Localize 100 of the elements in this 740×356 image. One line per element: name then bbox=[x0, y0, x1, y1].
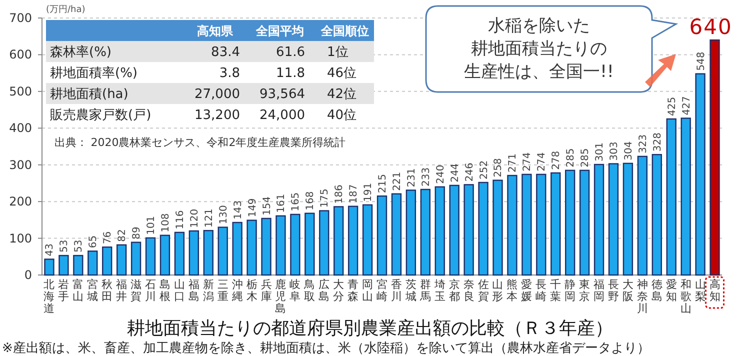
x-tick-label: 島根 bbox=[159, 278, 170, 303]
x-tick-label: 東京 bbox=[579, 278, 590, 303]
x-tick-label: 富山 bbox=[72, 278, 84, 303]
x-tick-label: 岩手 bbox=[58, 278, 70, 303]
text: 61.6 bbox=[276, 45, 305, 60]
text: 11.8 bbox=[276, 66, 305, 81]
data-label: 168 bbox=[305, 191, 316, 210]
data-label: 285 bbox=[580, 148, 592, 168]
x-tick-label: 宮城 bbox=[86, 278, 98, 303]
x-tick-label: 山形 bbox=[492, 278, 504, 303]
x-tick-label: 兵庫 bbox=[260, 278, 272, 303]
y-tick-label: 600 bbox=[9, 48, 32, 62]
y-tick-label: 200 bbox=[9, 194, 32, 209]
data-label: 278 bbox=[551, 150, 562, 170]
data-label: 116 bbox=[174, 210, 186, 230]
text: 24,000 bbox=[260, 108, 305, 123]
category-label: 森林率(%) bbox=[50, 45, 112, 60]
annotation: 水稲を除いた bbox=[488, 16, 590, 36]
x-tick-label: 奈良 bbox=[463, 278, 474, 303]
x-tick-label: 秋田 bbox=[102, 278, 113, 303]
data-label: 161 bbox=[276, 194, 288, 213]
text: 耕地面積当たりの都道府県別農業産出額の比較（Ｒ３年産） bbox=[127, 318, 613, 339]
x-tick-label: 石川 bbox=[145, 278, 156, 303]
data-label: 187 bbox=[348, 184, 360, 204]
x-tick-label: 岐阜 bbox=[290, 278, 301, 303]
x-tick-label: 山梨 bbox=[694, 278, 706, 303]
y-axis-title: (万円/ha) bbox=[46, 5, 86, 15]
x-tick-label: 長野 bbox=[608, 278, 619, 303]
x-tick-label: 三重 bbox=[217, 278, 228, 303]
x-tick-label: 栃木 bbox=[246, 278, 258, 303]
x-tick-label: 香川 bbox=[390, 278, 402, 303]
data-label: 246 bbox=[464, 162, 476, 182]
x-tick-label: 長崎 bbox=[536, 278, 547, 303]
data-label: 53 bbox=[74, 240, 85, 253]
data-label: 301 bbox=[594, 142, 606, 162]
data-label: 231 bbox=[406, 168, 418, 188]
x-tick-label: 和歌山 bbox=[680, 278, 692, 315]
x-tick-label: 広島 bbox=[318, 278, 330, 303]
data-label: 53 bbox=[59, 240, 70, 253]
y-tick-label: 100 bbox=[9, 231, 32, 246]
annotation: 耕地面積当たりの bbox=[471, 39, 607, 59]
x-tick-label: 青森 bbox=[348, 278, 359, 303]
x-tick-label: 鹿児島 bbox=[275, 278, 286, 315]
data-label: 154 bbox=[262, 196, 273, 216]
x-tick-label: 大分 bbox=[333, 278, 344, 303]
x-tick-label: 鳥取 bbox=[303, 278, 316, 303]
x-tick-label: 福井 bbox=[116, 278, 128, 303]
data-label: 130 bbox=[218, 205, 230, 224]
x-tick-label: 新潟 bbox=[202, 278, 214, 303]
text: 40位 bbox=[327, 108, 357, 123]
category-label: 耕地面積率(%) bbox=[50, 66, 138, 81]
x-tick-label: 群馬 bbox=[418, 278, 431, 303]
data-label: 303 bbox=[608, 142, 620, 161]
x-tick-label: 岡山 bbox=[362, 278, 374, 303]
text: 1位 bbox=[327, 45, 348, 60]
x-tick-label: 千葉 bbox=[550, 278, 562, 303]
text: 93,564 bbox=[260, 87, 305, 102]
data-label: 640 bbox=[689, 15, 732, 40]
data-label: 82 bbox=[117, 229, 128, 242]
category-label: 全国順位 bbox=[320, 24, 369, 38]
y-tick-label: 700 bbox=[9, 11, 32, 25]
y-tick-label: 500 bbox=[9, 84, 32, 98]
data-label: 427 bbox=[681, 96, 692, 116]
x-tick-label: 愛知 bbox=[666, 278, 677, 303]
data-label: 120 bbox=[189, 208, 200, 228]
text: 83.4 bbox=[211, 45, 240, 60]
text: 42位 bbox=[327, 87, 357, 102]
x-tick-label: 佐賀 bbox=[478, 278, 489, 303]
x-tick-label: 山口 bbox=[174, 278, 185, 303]
text: 13,200 bbox=[194, 108, 240, 123]
data-label: 65 bbox=[88, 235, 100, 248]
y-tick-label: 400 bbox=[9, 121, 32, 136]
data-label: 89 bbox=[132, 226, 143, 240]
x-tick-label: 福島 bbox=[188, 278, 200, 303]
y-tick-label: 0 bbox=[24, 268, 32, 282]
data-label: 43 bbox=[44, 243, 56, 256]
text: 3.8 bbox=[219, 66, 240, 81]
x-tick-label: 北海道 bbox=[44, 278, 55, 315]
data-label: 323 bbox=[638, 134, 649, 154]
data-label: 252 bbox=[478, 160, 490, 180]
data-label: 101 bbox=[146, 216, 158, 235]
x-tick-label: 愛媛 bbox=[521, 278, 532, 303]
data-label: 285 bbox=[566, 148, 577, 168]
annotation: 出典： 2020農林業センサス、令和2年度生産農業所得統計 bbox=[54, 136, 346, 149]
x-tick-label: 滋賀 bbox=[130, 278, 142, 303]
data-label: 175 bbox=[320, 188, 331, 208]
x-tick-label: 熊本 bbox=[506, 278, 518, 303]
text: 46位 bbox=[327, 66, 357, 81]
data-label: 328 bbox=[652, 132, 664, 152]
data-label: 244 bbox=[450, 163, 461, 182]
y-tick-label: 300 bbox=[9, 158, 32, 172]
data-label: 143 bbox=[232, 200, 244, 220]
data-label: 274 bbox=[536, 152, 548, 172]
x-tick-label: 茨城 bbox=[404, 278, 416, 303]
category-label: 高知県 bbox=[197, 24, 234, 38]
data-label: 149 bbox=[247, 198, 258, 218]
x-tick-label: 徳島 bbox=[651, 278, 662, 303]
data-label: 240 bbox=[435, 164, 446, 184]
x-tick-label: 静岡 bbox=[564, 278, 576, 303]
data-label: 274 bbox=[522, 152, 534, 172]
